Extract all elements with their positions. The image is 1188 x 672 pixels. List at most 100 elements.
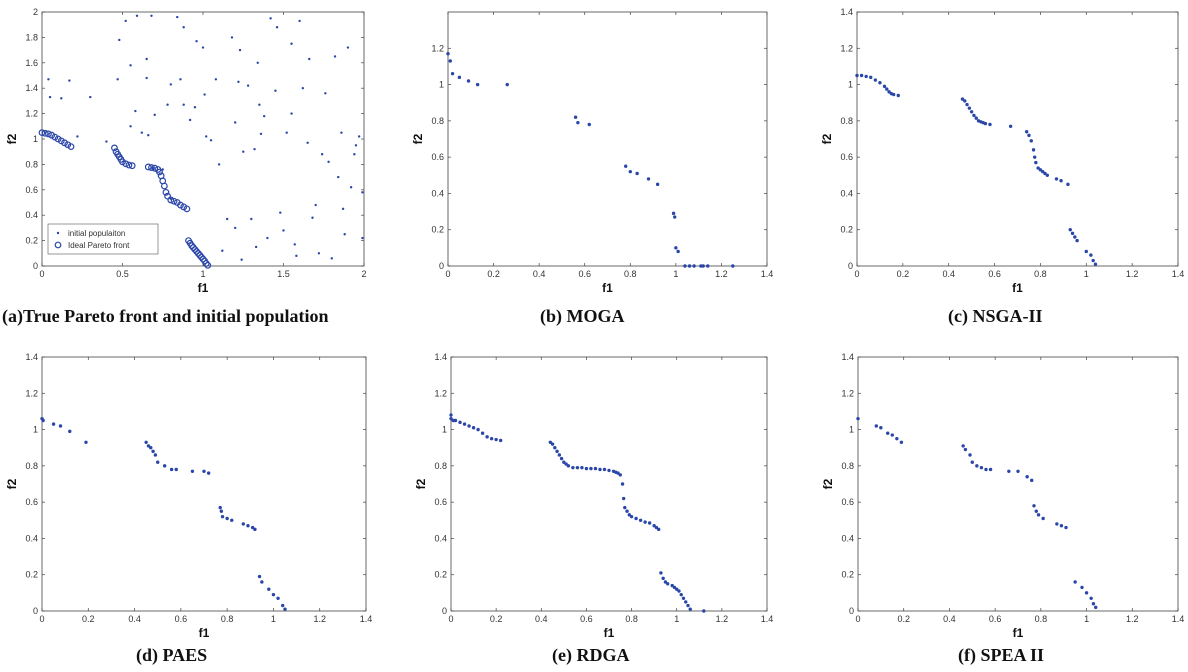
population-point	[47, 78, 50, 81]
solution-point	[706, 264, 710, 268]
solution-point	[1084, 249, 1088, 254]
chart-panel-c: 0 0.2 0.4 0.6 0.8 1 1.2 1.4 0 0.2 0.4 0.6 0.8 1 1.2 1.4…	[812, 0, 1184, 295]
solution-point	[559, 456, 564, 461]
population-point	[129, 125, 132, 128]
population-point	[230, 36, 234, 39]
x-tick-label: 0.2	[897, 614, 910, 624]
solution-point	[1031, 148, 1036, 152]
population-point	[311, 216, 314, 219]
y-tick-label: 0	[33, 261, 38, 271]
y-tick-label: 0.2	[25, 236, 38, 246]
x-axis-label: f1	[198, 281, 209, 295]
solution-point	[970, 460, 974, 464]
solution-point	[1089, 596, 1093, 600]
solution-point	[169, 467, 174, 472]
plot-frame	[856, 11, 1179, 267]
population-point	[176, 15, 179, 19]
pareto-front-point	[151, 164, 159, 172]
solution-point	[661, 576, 665, 581]
solution-point	[1032, 504, 1036, 508]
population-point	[195, 40, 198, 43]
pareto-front-point	[183, 205, 191, 213]
x-tick-label: 0.8	[221, 614, 234, 624]
x-tick-label: 0	[855, 614, 860, 624]
legend-marker-circle	[54, 241, 62, 249]
legend	[47, 223, 159, 255]
pareto-front-point	[199, 255, 207, 263]
solution-point	[584, 466, 589, 471]
solution-point	[1027, 133, 1031, 138]
solution-point	[616, 471, 620, 475]
population-point	[250, 217, 253, 221]
solution-point	[589, 466, 593, 471]
solution-point	[283, 607, 287, 611]
solution-point	[702, 609, 706, 613]
solution-point	[1073, 235, 1077, 239]
y-tick-label: 0.8	[431, 116, 444, 126]
population-point	[124, 19, 127, 23]
population-point	[262, 114, 266, 118]
y-tick-label: 1	[33, 134, 38, 144]
caption-a: (a)True Pareto front and initial populat…	[2, 306, 329, 326]
legend-marker-dot	[56, 231, 60, 235]
caption-b: (b) MOGA	[540, 306, 625, 326]
solution-point	[271, 592, 276, 597]
solution-point	[983, 121, 988, 126]
solution-point	[602, 467, 607, 472]
y-axis-label: f2	[414, 478, 428, 489]
solution-point	[675, 587, 679, 591]
solution-point	[652, 524, 656, 528]
x-tick-label: 1	[200, 269, 205, 279]
solution-point	[202, 469, 206, 473]
population-point	[343, 233, 346, 236]
solution-point	[673, 215, 677, 219]
solution-point	[960, 97, 965, 101]
y-axis-label: f2	[821, 478, 835, 489]
solution-point	[886, 431, 890, 435]
population-point	[258, 103, 261, 106]
solution-point	[1007, 469, 1011, 473]
x-axis-label: f1	[602, 281, 613, 295]
solution-point	[566, 464, 571, 468]
solution-point	[1034, 160, 1038, 165]
solution-point	[984, 467, 988, 472]
y-tick-label: 0.4	[431, 188, 444, 198]
solution-point	[146, 444, 151, 448]
solution-point	[620, 482, 625, 486]
population-point	[353, 153, 356, 156]
y-tick-label: 1	[848, 80, 853, 90]
population-point	[145, 57, 148, 61]
pareto-front-point	[144, 163, 152, 171]
solution-point	[607, 468, 611, 473]
solution-point	[701, 264, 705, 268]
solution-point	[573, 115, 578, 119]
solution-point	[625, 509, 629, 513]
solution-point	[553, 446, 557, 450]
pareto-front-point	[67, 143, 75, 151]
y-tick-label: 0.6	[840, 152, 853, 162]
x-tick-label: 0.2	[490, 614, 503, 624]
population-point	[129, 64, 132, 67]
population-point	[169, 83, 172, 86]
solution-point	[206, 471, 211, 475]
solution-point	[692, 264, 696, 268]
y-tick-label: 0.4	[434, 533, 447, 543]
x-tick-label: 0	[448, 614, 453, 624]
y-tick-label: 0.6	[25, 497, 38, 507]
solution-point	[598, 467, 602, 472]
solution-point	[153, 453, 158, 457]
solution-point	[899, 440, 904, 444]
solution-point	[859, 73, 864, 78]
population-point	[298, 19, 301, 23]
solution-point	[218, 505, 222, 510]
x-tick-label: 1.4	[761, 614, 774, 624]
solution-point	[462, 422, 467, 426]
solution-point	[576, 120, 580, 125]
solution-point	[448, 59, 452, 63]
solution-point	[149, 446, 153, 450]
solution-point	[225, 516, 229, 521]
x-axis-label: f1	[604, 626, 615, 640]
solution-point	[679, 592, 683, 597]
population-point	[193, 106, 197, 109]
x-tick-label: 0	[39, 269, 44, 279]
